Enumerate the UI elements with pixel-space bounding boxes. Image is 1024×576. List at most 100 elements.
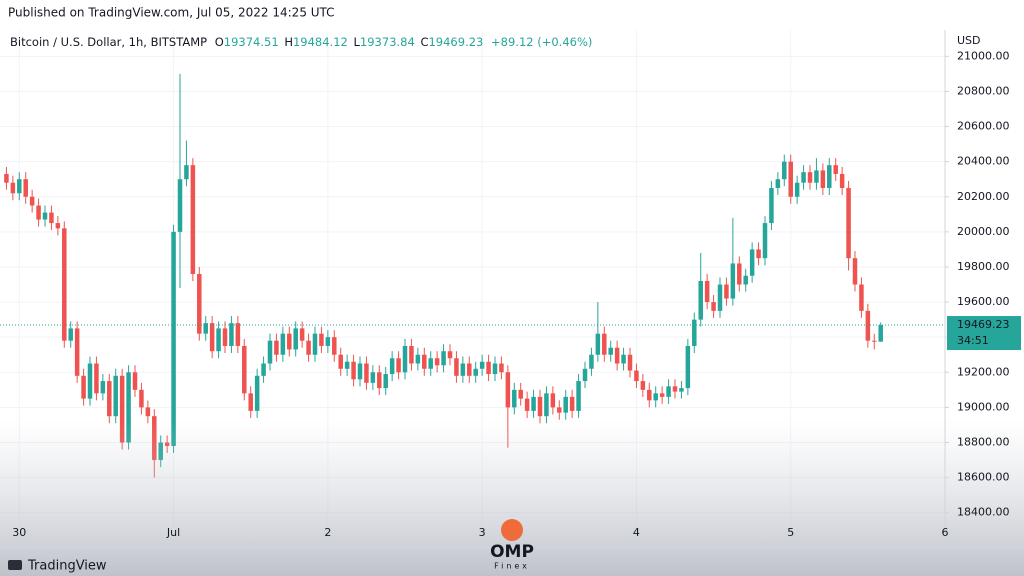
candle-body [595,333,601,355]
candle-body [524,398,530,411]
candle-body [139,389,144,408]
candle-body [132,372,138,390]
candle-body [332,337,337,355]
candle-body [679,388,684,392]
candle-body [36,205,41,220]
candle-body [338,354,343,369]
candle-body [203,323,208,334]
y-tick-label: 20000.00 [957,225,1010,238]
candle-body [801,172,806,183]
candle-body [479,361,485,369]
symbol: Bitcoin / U.S. Dollar, 1h, BITSTAMP [10,35,207,49]
x-tick-label: 5 [787,526,794,539]
brand-name: TradingView [27,559,107,574]
candle-body [383,374,388,389]
candle-body [377,372,382,389]
candle-body [10,182,16,194]
candle-body [248,393,253,411]
candle-body [107,381,112,417]
candle-body [62,228,67,341]
currency: USD [957,34,981,47]
candle-body [685,345,691,389]
candle-body [306,340,311,355]
candle-body [614,347,620,364]
l-value: 19373.84 [360,35,415,49]
h-letter: H [284,35,293,49]
candle-body [737,263,742,285]
brand-logo [8,560,22,570]
candle-body [717,284,723,311]
candle-body [209,323,215,352]
candle-body [216,328,221,352]
candle-body [544,393,549,417]
candle-body [312,333,318,355]
candle-body [402,345,408,373]
candle-body [299,328,305,341]
candle-body [81,375,86,399]
candle-body [775,179,781,188]
candle-body [621,354,626,364]
candle-body [730,263,736,299]
y-tick-label: 19000.00 [957,400,1010,413]
candle-body [878,325,883,342]
countdown: 34:51 [957,334,989,347]
candle-body [119,375,125,443]
candle-body [550,393,556,408]
candle-body [563,396,568,413]
candle-body [100,381,106,394]
candle-body [74,328,80,376]
candle-body [762,223,768,259]
fade-overlay [0,420,1024,576]
candle-body [396,358,401,373]
candle-body [94,363,99,394]
candle-body [235,323,241,346]
o-value: 19374.51 [224,35,279,49]
candle-body [254,375,260,411]
candle-body [177,179,183,232]
candle-body [113,375,118,417]
candle-body [184,165,189,180]
candle-body [807,172,813,183]
candle-body [537,396,543,417]
brand: TradingView [8,559,107,574]
published: Published on TradingView.com, Jul 05, 20… [8,6,335,20]
candle-body [222,328,228,346]
x-tick-label: 3 [479,526,486,539]
candle-body [582,368,588,382]
candle-body [852,258,858,285]
candle-body [473,368,478,376]
candle-body [499,363,504,373]
candle-body [518,389,523,399]
candle-body [749,249,755,276]
candle-body [344,361,350,369]
candle-body [229,323,234,346]
x-tick-label: 2 [324,526,331,539]
watermark-text: OMP [490,542,534,562]
candle-body [87,363,93,399]
candle-body [441,351,446,366]
y-tick-label: 18800.00 [957,436,1010,449]
candle-body [197,273,202,334]
candle-body [820,170,826,188]
candle-body [4,173,9,183]
candle-body [666,386,671,397]
candle-body [724,284,729,299]
candle-body [280,333,286,355]
candle-body [505,372,511,408]
candle-body [692,319,697,346]
price-label-box [947,316,1021,351]
candle-body [589,354,594,369]
candle-body [769,187,774,224]
x-tick-label: Jul [166,526,180,539]
candle-body [422,354,427,369]
candle-body [788,161,793,197]
candle-body [454,358,459,376]
candle-body [698,281,703,320]
candle-body [627,354,633,371]
candle-body [865,310,871,341]
candle-body [859,284,864,311]
candle-body [704,281,710,303]
candle-body [319,333,324,346]
